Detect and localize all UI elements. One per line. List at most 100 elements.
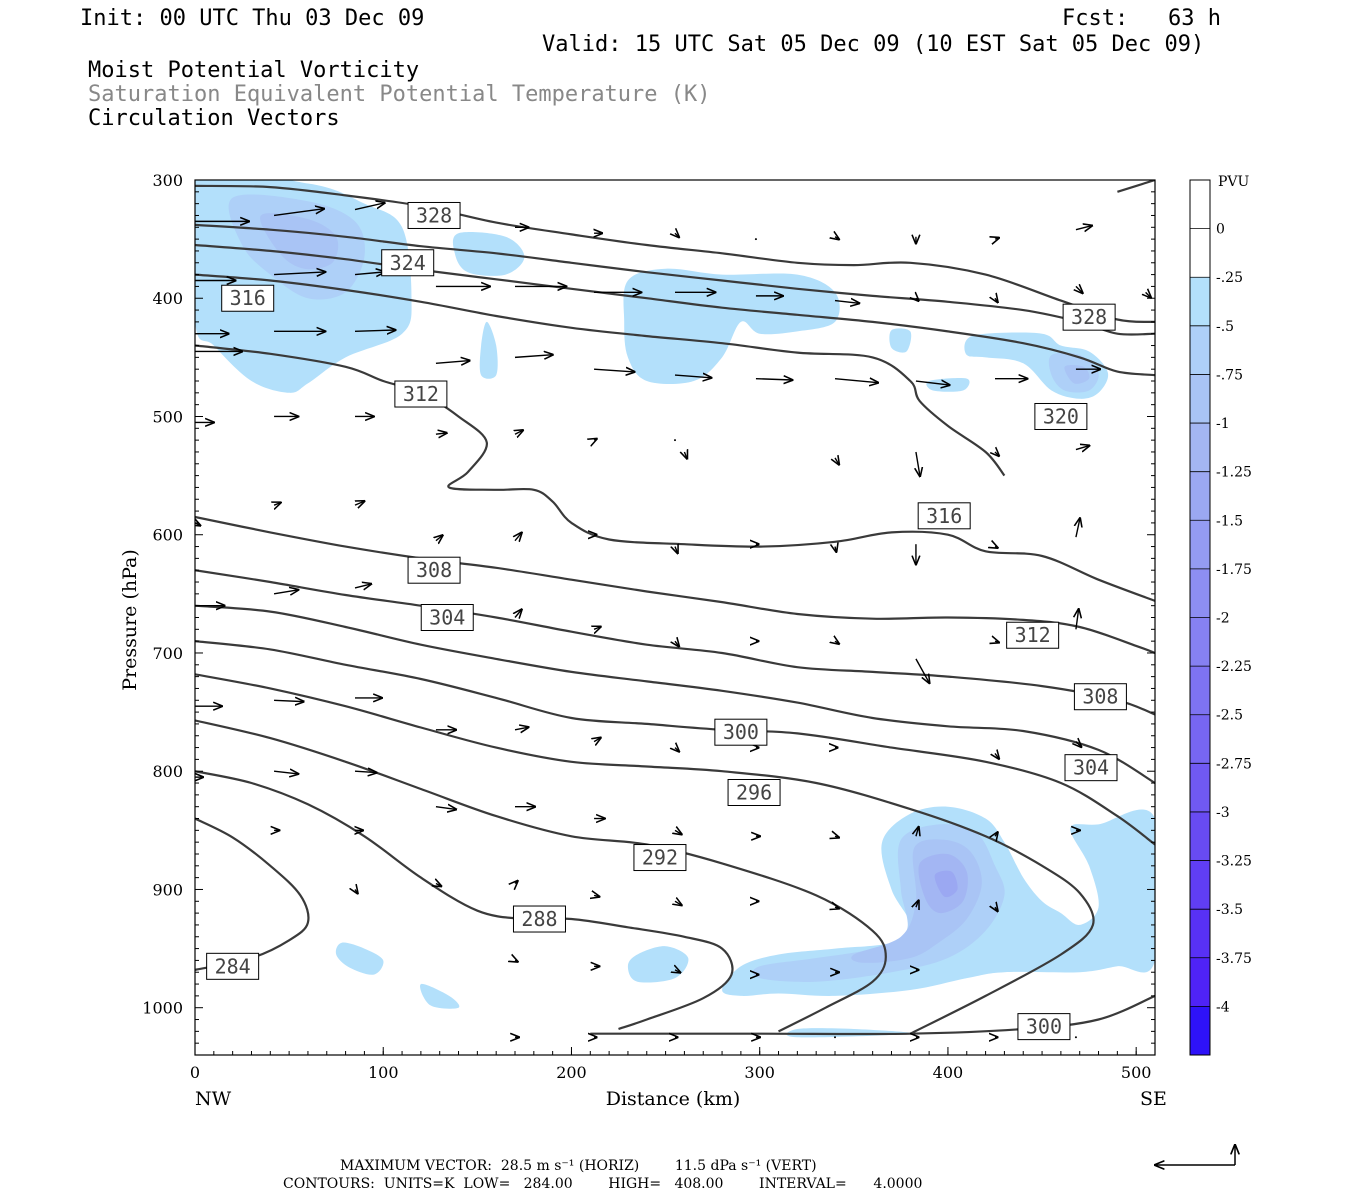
colorbar-swatch xyxy=(1190,909,1210,958)
contour-label-box xyxy=(407,201,461,229)
circulation-vectors xyxy=(195,203,1151,1038)
circulation-vector xyxy=(995,753,999,758)
circulation-vector xyxy=(274,272,325,275)
contour-label: 328 xyxy=(416,203,452,227)
circulation-vector xyxy=(915,658,930,683)
colorbar-swatch xyxy=(1190,763,1210,812)
contour-label: 316 xyxy=(230,286,266,310)
circulation-vector xyxy=(835,237,839,240)
max-vector-note: MAXIMUM VECTOR: 28.5 m s⁻¹ (HORIZ) 11.5 … xyxy=(340,1158,817,1174)
colorbar-label: -2.5 xyxy=(1216,708,1243,724)
contour-label-box xyxy=(1034,402,1088,430)
colorbar-label: -2.75 xyxy=(1216,756,1252,772)
colorbar-swatch xyxy=(1190,180,1210,229)
colorbar-label: -3.75 xyxy=(1216,951,1252,967)
colorbar-swatch xyxy=(1190,374,1210,424)
contour-label: 288 xyxy=(521,907,557,931)
colorbar-label: -1.5 xyxy=(1216,513,1243,529)
pv-region xyxy=(479,321,498,379)
circulation-vector xyxy=(273,209,324,217)
circulation-vector xyxy=(435,361,470,364)
contour-label: 284 xyxy=(215,954,251,978)
y-tick-label: 400 xyxy=(152,289,183,308)
colorbar-unit: PVU xyxy=(1218,174,1250,190)
circulation-vector xyxy=(594,738,601,742)
pv-region xyxy=(452,232,525,276)
circulation-vector xyxy=(515,533,522,541)
circulation-vector xyxy=(995,452,999,456)
circulation-vector xyxy=(834,301,859,304)
colorbar-label: 0 xyxy=(1216,222,1225,238)
x-tick-label: 200 xyxy=(556,1063,587,1082)
contour-label-box xyxy=(381,249,435,277)
colorbar-swatch xyxy=(1190,471,1210,521)
circulation-vector xyxy=(354,203,385,211)
vector-dot xyxy=(674,439,676,442)
contour-label: 312 xyxy=(403,382,439,406)
colorbar-swatch xyxy=(1190,617,1210,667)
circulation-vector xyxy=(514,355,553,358)
colorbar-swatch xyxy=(1190,811,1210,861)
x-left-label: NW xyxy=(195,1088,232,1110)
pv-shading xyxy=(195,180,1155,1038)
y-axis-label: Pressure (hPa) xyxy=(119,549,141,691)
circulation-vector xyxy=(675,970,680,973)
contour-label-box xyxy=(420,604,474,631)
colorbar-label: -1.75 xyxy=(1216,562,1252,578)
circulation-vector xyxy=(1075,446,1090,450)
circulation-vector xyxy=(995,547,998,548)
circulation-vector xyxy=(916,298,919,301)
circulation-vector xyxy=(515,881,518,884)
contour-label-box xyxy=(1064,754,1118,782)
contour-label: 312 xyxy=(1015,623,1051,647)
colorbar-frame xyxy=(1189,179,1211,1056)
colorbar-label: -3 xyxy=(1216,805,1230,821)
circulation-vector xyxy=(436,884,441,887)
y-tick-label: 900 xyxy=(152,880,183,899)
y-tick-label: 600 xyxy=(152,526,183,545)
circulation-vector xyxy=(436,535,443,540)
colorbar-swatch xyxy=(1190,325,1210,375)
circulation-vector xyxy=(995,907,998,911)
circulation-vector xyxy=(1076,742,1081,747)
x-tick-label: 0 xyxy=(190,1063,200,1082)
circulation-vector xyxy=(755,379,792,380)
vector-dot xyxy=(1074,1036,1077,1039)
theta-e-contour xyxy=(195,569,1155,716)
circulation-vector xyxy=(675,830,682,834)
y-tick-label: 700 xyxy=(152,644,183,663)
circulation-vector xyxy=(674,375,711,378)
contour-label-box xyxy=(206,952,260,980)
circulation-vector xyxy=(594,439,597,440)
x-axis-label: Distance (km) xyxy=(606,1088,741,1110)
pv-region xyxy=(786,1028,912,1038)
pv-region xyxy=(934,870,958,898)
circulation-vector xyxy=(675,547,678,554)
contour-label: 304 xyxy=(429,606,465,630)
y-tick-label: 300 xyxy=(152,171,183,190)
circulation-vector xyxy=(835,458,839,465)
theta-e-contour xyxy=(195,770,734,1031)
x-tick-label: 100 xyxy=(368,1063,399,1082)
circulation-vector xyxy=(594,627,601,630)
circulation-vector xyxy=(1075,226,1092,230)
colorbar-label: -3.25 xyxy=(1216,854,1252,870)
contour-label: 320 xyxy=(1043,404,1079,428)
circulation-vector xyxy=(995,298,998,302)
contour-label: 324 xyxy=(390,251,426,275)
contour-label-box xyxy=(727,779,781,806)
contour-label-box xyxy=(394,380,448,408)
x-tick-label: 300 xyxy=(744,1063,775,1082)
contour-label-box xyxy=(512,905,566,933)
contour-label-box xyxy=(633,844,687,872)
circulation-vector xyxy=(835,641,839,644)
contour-label: 300 xyxy=(1026,1015,1062,1039)
field-title-thetae: Saturation Equivalent Potential Temperat… xyxy=(88,82,711,107)
contour-label: 300 xyxy=(723,720,759,744)
colorbar-swatch xyxy=(1190,714,1210,764)
colorbar-label: -1.25 xyxy=(1216,465,1252,481)
circulation-vector xyxy=(675,233,679,237)
circulation-vector xyxy=(594,369,635,372)
contour-label-box xyxy=(1062,303,1116,331)
theta-e-contour xyxy=(195,604,1155,784)
